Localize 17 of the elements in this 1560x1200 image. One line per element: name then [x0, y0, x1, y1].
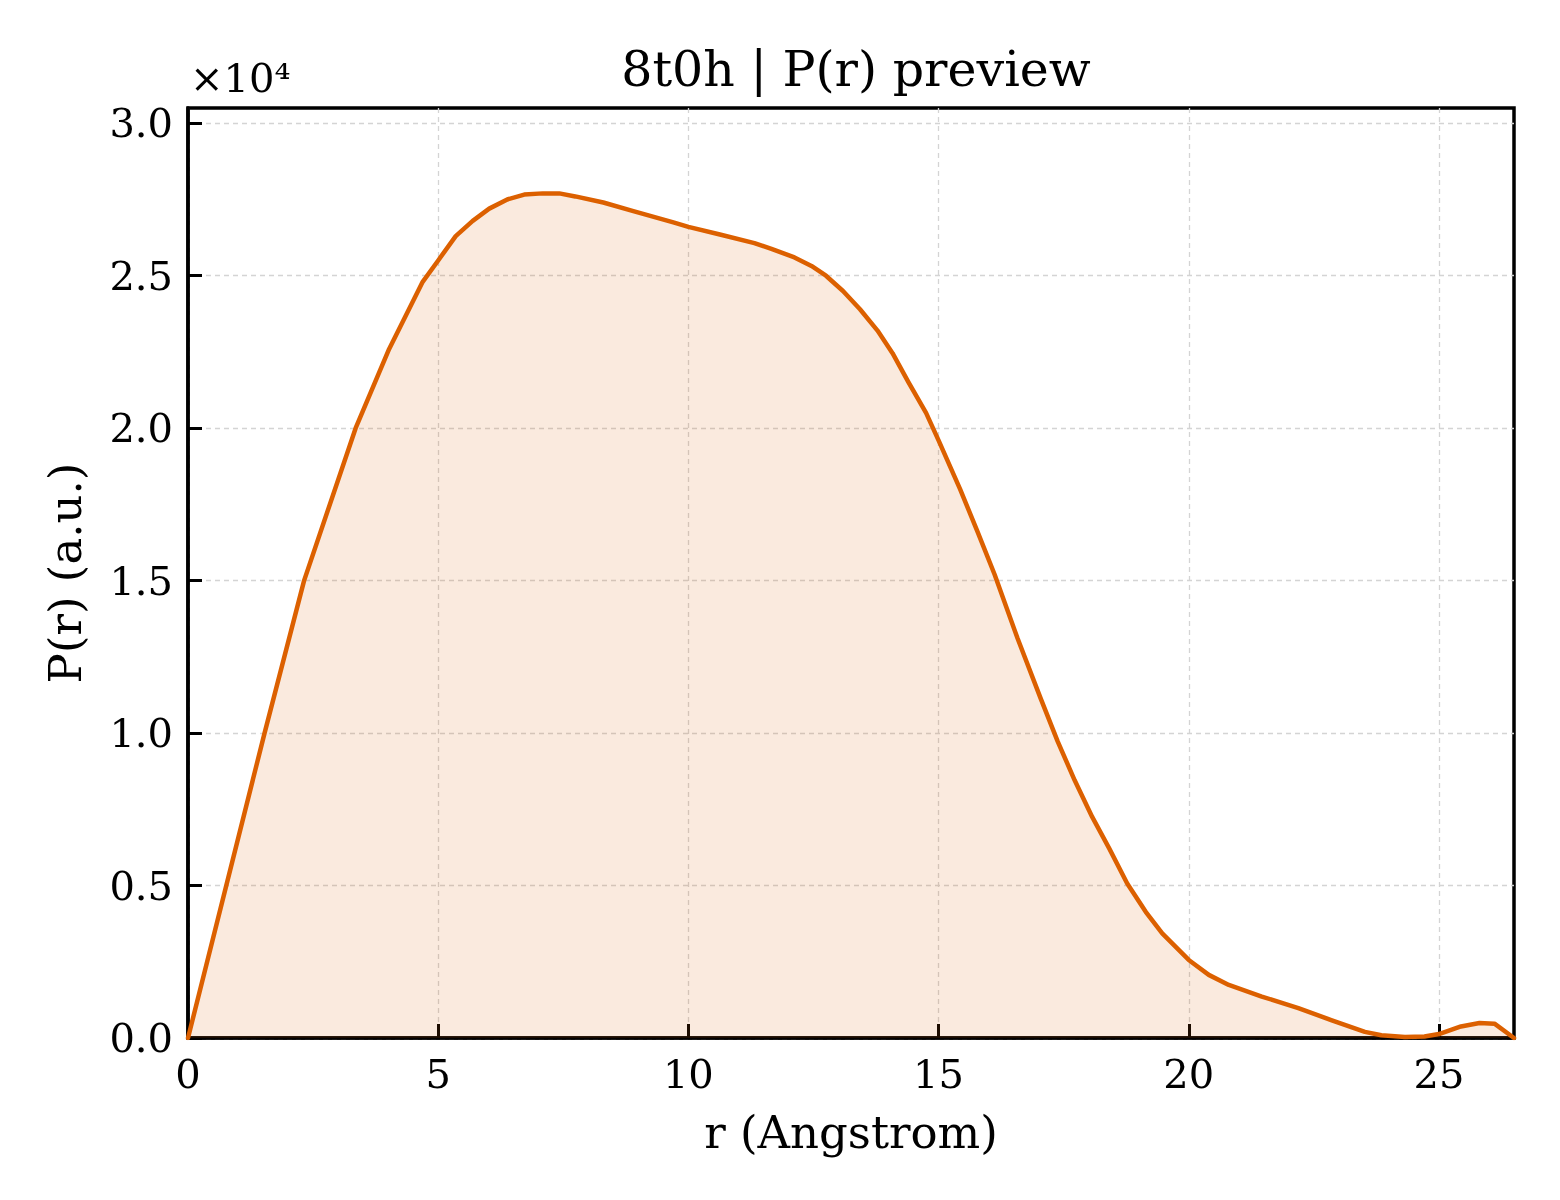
y-tick-label: 2.5	[109, 252, 173, 299]
y-tick-label: 1.0	[109, 710, 173, 757]
y-tick-label: 3.0	[109, 100, 173, 147]
y-tick-label: 0.0	[109, 1015, 173, 1061]
x-axis-title: r (Angstrom)	[704, 1106, 998, 1159]
x-tick-label: 10	[662, 1051, 714, 1097]
x-tick-label: 25	[1413, 1051, 1465, 1097]
chart-title: 8t0h | P(r) preview	[621, 41, 1091, 98]
y-tick-label: 1.5	[109, 557, 173, 604]
x-tick-label: 20	[1163, 1051, 1215, 1097]
y-tick-label: 0.5	[109, 862, 173, 909]
text: ×10⁴	[190, 55, 291, 101]
x-tick-label: 0	[175, 1051, 201, 1097]
y-axis-title: P(r) (a.u.)	[39, 462, 92, 684]
y-tick-label: 2.0	[109, 405, 173, 452]
x-tick-label: 15	[913, 1051, 965, 1097]
x-tick-label: 5	[425, 1051, 451, 1097]
